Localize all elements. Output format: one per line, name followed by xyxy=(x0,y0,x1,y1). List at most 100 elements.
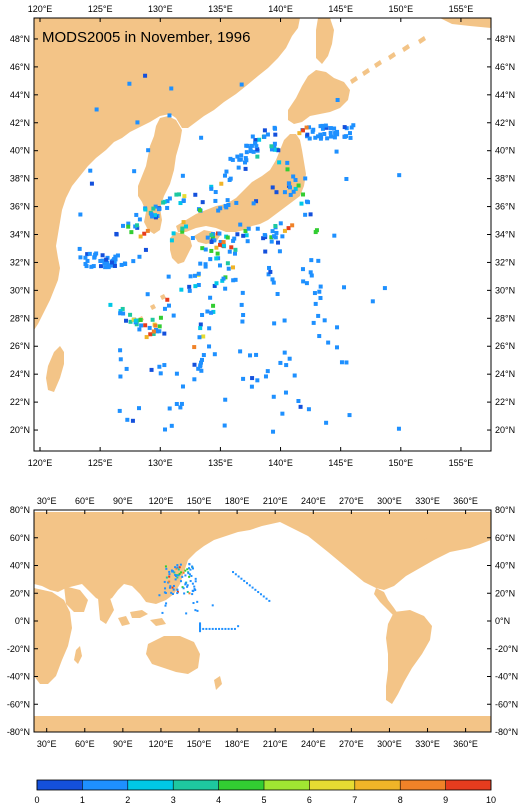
data-cell xyxy=(269,235,274,240)
data-cell xyxy=(308,270,313,275)
data-cell xyxy=(244,150,249,155)
data-cell xyxy=(181,220,186,225)
data-cell xyxy=(144,335,149,340)
data-cell xyxy=(316,313,321,318)
data-cell xyxy=(89,181,94,186)
data-cell xyxy=(118,311,123,316)
lat-label-left: -60°N xyxy=(7,699,30,709)
data-cell xyxy=(118,374,123,379)
data-cell xyxy=(254,588,257,591)
data-cell xyxy=(239,302,244,307)
data-cell xyxy=(162,363,167,368)
data-cell xyxy=(273,235,278,240)
data-cell xyxy=(183,592,186,595)
data-cell xyxy=(273,132,278,137)
data-cell xyxy=(265,369,270,374)
data-cell xyxy=(172,584,175,587)
lon-label-top: 330°E xyxy=(415,496,440,506)
data-cell xyxy=(164,604,167,607)
data-cell xyxy=(194,577,197,580)
data-cell xyxy=(342,125,347,130)
data-cell xyxy=(201,353,206,358)
data-cell xyxy=(276,148,281,153)
data-cell xyxy=(272,145,277,150)
data-cell xyxy=(180,580,183,583)
data-cell xyxy=(307,125,312,130)
data-cell xyxy=(176,589,179,592)
data-cell xyxy=(108,302,113,307)
data-cell xyxy=(176,566,179,569)
data-cell xyxy=(214,281,219,286)
data-cell xyxy=(161,200,166,205)
lat-label-left: 46°N xyxy=(10,62,30,72)
data-cell xyxy=(328,130,333,135)
data-cell xyxy=(214,256,219,261)
colorbar-tick-label: 7 xyxy=(352,795,357,805)
lat-label-right: 20°N xyxy=(495,588,515,598)
data-cell xyxy=(309,258,314,263)
data-cell xyxy=(188,274,193,279)
data-cell xyxy=(188,562,191,565)
lat-label-right: 0°N xyxy=(495,616,510,626)
data-cell xyxy=(218,206,223,211)
data-cell xyxy=(262,595,265,598)
data-cell xyxy=(232,236,237,241)
data-cell xyxy=(293,186,298,191)
data-cell xyxy=(174,566,177,569)
data-cell xyxy=(234,200,239,205)
lat-label-right: 38°N xyxy=(495,174,515,184)
lon-label-bottom: 125°E xyxy=(88,458,113,468)
data-cell xyxy=(129,230,134,235)
data-cell xyxy=(137,217,142,222)
data-cell xyxy=(184,582,187,585)
data-cell xyxy=(153,215,158,220)
data-cell xyxy=(163,427,168,432)
data-cell xyxy=(275,291,280,296)
data-cell xyxy=(192,377,197,382)
data-cell xyxy=(182,571,185,574)
data-cell xyxy=(197,208,202,213)
data-cell xyxy=(262,128,267,133)
data-cell xyxy=(230,627,233,630)
data-cell xyxy=(205,627,208,630)
data-cell xyxy=(100,258,105,263)
data-cell xyxy=(234,573,237,576)
data-cell xyxy=(112,257,117,262)
data-cell xyxy=(168,575,171,578)
data-cell xyxy=(277,160,282,165)
data-cell xyxy=(254,199,259,204)
data-cell xyxy=(278,360,283,365)
data-cell xyxy=(186,568,189,571)
colorbar-tick-label: 9 xyxy=(443,795,448,805)
regional-map-title: MODS2005 in November, 1996 xyxy=(42,29,250,46)
data-cell xyxy=(191,567,194,570)
data-cell xyxy=(170,569,173,572)
data-cell xyxy=(176,592,179,595)
data-cell xyxy=(170,591,173,594)
data-cell xyxy=(179,401,184,406)
data-cell xyxy=(225,198,230,203)
data-cell xyxy=(199,630,202,633)
data-cell xyxy=(233,627,236,630)
data-cell xyxy=(184,583,187,586)
data-cell xyxy=(227,249,232,254)
data-cell xyxy=(171,231,176,236)
lat-label-right: 40°N xyxy=(495,146,515,156)
data-cell xyxy=(199,627,202,630)
data-cell xyxy=(124,318,129,323)
lat-label-right: -20°N xyxy=(495,644,518,654)
data-cell xyxy=(209,233,214,238)
data-cell xyxy=(187,572,190,575)
data-cell xyxy=(157,364,162,369)
data-cell xyxy=(213,198,218,203)
data-cell xyxy=(211,604,214,607)
lat-label-right: 30°N xyxy=(495,285,515,295)
data-cell xyxy=(397,173,402,178)
data-cell xyxy=(223,203,228,208)
data-cell xyxy=(248,146,253,151)
data-cell xyxy=(193,284,198,289)
data-cell xyxy=(265,597,268,600)
data-cell xyxy=(196,609,199,612)
data-cell xyxy=(271,280,276,285)
data-cell xyxy=(217,231,222,236)
